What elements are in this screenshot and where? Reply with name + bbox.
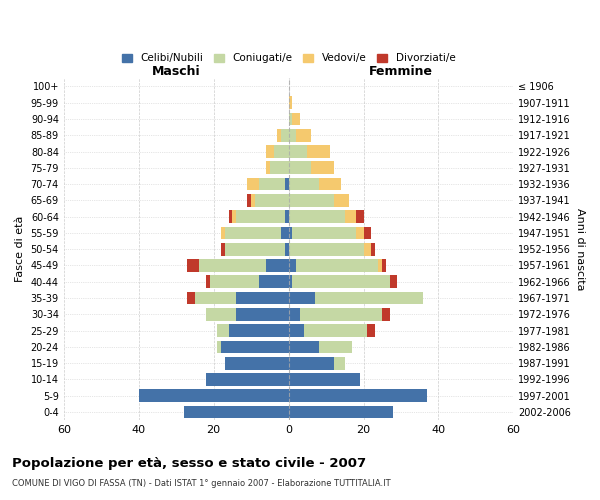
Text: Femmine: Femmine — [369, 66, 433, 78]
Bar — [292, 112, 300, 126]
Text: COMUNE DI VIGO DI FASSA (TN) - Dati ISTAT 1° gennaio 2007 - Elaborazione TUTTITA: COMUNE DI VIGO DI FASSA (TN) - Dati ISTA… — [12, 479, 391, 488]
Bar — [195, 292, 236, 304]
Bar — [289, 406, 394, 418]
Bar — [187, 259, 199, 272]
Bar — [266, 162, 270, 174]
Bar — [289, 145, 307, 158]
Bar — [356, 226, 364, 239]
Bar — [292, 226, 356, 239]
Bar — [206, 308, 236, 320]
Bar — [345, 210, 356, 223]
Bar — [221, 226, 225, 239]
Y-axis label: Anni di nascita: Anni di nascita — [575, 208, 585, 290]
Bar — [289, 96, 292, 109]
Bar — [236, 292, 289, 304]
Bar — [364, 226, 371, 239]
Bar — [289, 259, 296, 272]
Bar — [289, 194, 334, 206]
Bar — [221, 340, 289, 353]
Bar — [259, 178, 285, 190]
Bar — [382, 259, 386, 272]
Bar — [289, 390, 427, 402]
Bar — [187, 292, 195, 304]
Bar — [289, 340, 319, 353]
Y-axis label: Fasce di età: Fasce di età — [15, 216, 25, 282]
Bar — [225, 357, 289, 370]
Bar — [229, 210, 232, 223]
Bar — [285, 178, 289, 190]
Bar — [199, 259, 266, 272]
Bar — [307, 145, 330, 158]
Bar — [311, 162, 334, 174]
Bar — [367, 324, 375, 337]
Bar — [232, 210, 236, 223]
Bar — [296, 259, 379, 272]
Bar — [285, 210, 289, 223]
Bar — [247, 178, 259, 190]
Bar — [379, 259, 382, 272]
Bar — [319, 340, 352, 353]
Bar — [289, 357, 334, 370]
Bar — [334, 357, 345, 370]
Bar — [289, 243, 364, 256]
Bar — [289, 226, 292, 239]
Bar — [300, 308, 382, 320]
Bar — [247, 194, 251, 206]
Bar — [390, 276, 397, 288]
Bar — [255, 194, 289, 206]
Bar — [334, 194, 349, 206]
Bar — [285, 243, 289, 256]
Bar — [364, 243, 371, 256]
Bar — [266, 259, 289, 272]
Bar — [259, 276, 289, 288]
Bar — [281, 129, 289, 141]
Bar — [289, 178, 319, 190]
Bar — [221, 243, 225, 256]
Bar — [289, 373, 360, 386]
Bar — [270, 162, 289, 174]
Bar — [139, 390, 289, 402]
Text: Popolazione per età, sesso e stato civile - 2007: Popolazione per età, sesso e stato civil… — [12, 458, 366, 470]
Bar — [382, 308, 390, 320]
Bar — [304, 324, 367, 337]
Bar — [292, 276, 390, 288]
Bar — [315, 292, 424, 304]
Bar — [274, 145, 289, 158]
Bar — [236, 210, 285, 223]
Bar — [281, 226, 289, 239]
Bar — [184, 406, 289, 418]
Bar — [206, 373, 289, 386]
Bar — [210, 276, 259, 288]
Bar — [236, 308, 289, 320]
Bar — [225, 243, 285, 256]
Bar — [229, 324, 289, 337]
Bar — [289, 112, 292, 126]
Bar — [289, 308, 300, 320]
Text: Maschi: Maschi — [152, 66, 200, 78]
Bar — [217, 324, 229, 337]
Bar — [225, 226, 281, 239]
Bar — [371, 243, 375, 256]
Legend: Celibi/Nubili, Coniugati/e, Vedovi/e, Divorziati/e: Celibi/Nubili, Coniugati/e, Vedovi/e, Di… — [118, 50, 460, 68]
Bar — [289, 129, 296, 141]
Bar — [217, 340, 221, 353]
Bar — [289, 292, 315, 304]
Bar — [206, 276, 210, 288]
Bar — [289, 162, 311, 174]
Bar — [251, 194, 255, 206]
Bar — [277, 129, 281, 141]
Bar — [266, 145, 274, 158]
Bar — [356, 210, 364, 223]
Bar — [319, 178, 341, 190]
Bar — [289, 324, 304, 337]
Bar — [296, 129, 311, 141]
Bar — [289, 210, 345, 223]
Bar — [289, 276, 292, 288]
